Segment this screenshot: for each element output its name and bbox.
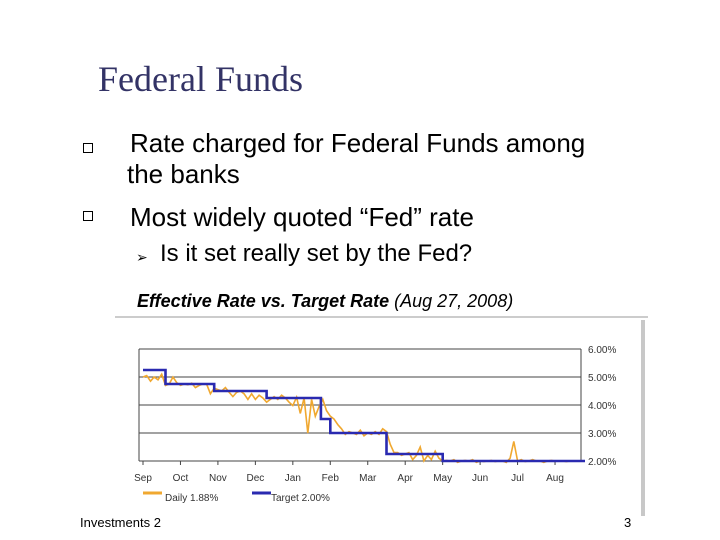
y-tick-label: 3.00% bbox=[588, 429, 616, 440]
y-tick-label: 2.00% bbox=[588, 457, 616, 468]
page-number: 3 bbox=[624, 515, 632, 530]
chart-caption: Effective Rate vs. Target Rate (Aug 27, … bbox=[137, 291, 513, 312]
x-tick-label: Apr bbox=[397, 473, 413, 484]
x-tick-label: May bbox=[433, 473, 452, 484]
bullet-square-icon bbox=[83, 211, 93, 221]
x-tick-label: Dec bbox=[246, 473, 264, 484]
bullet-1-line-2: the banks bbox=[127, 159, 240, 189]
y-tick-label: 4.00% bbox=[588, 401, 616, 412]
x-tick-label: Jun bbox=[472, 473, 488, 484]
x-tick-label: Sep bbox=[134, 473, 152, 484]
footer-course: Investments 2 bbox=[80, 515, 161, 530]
chart-frame-shadow bbox=[641, 320, 645, 516]
y-tick-label: 6.00% bbox=[588, 345, 616, 356]
x-tick-label: Oct bbox=[173, 473, 189, 484]
arrow-bullet-icon: ➢ bbox=[136, 250, 148, 266]
chart-caption-bold: Effective Rate vs. Target Rate bbox=[137, 291, 390, 311]
bullet-square-icon bbox=[83, 143, 93, 153]
legend-daily-label: Daily 1.88% bbox=[165, 493, 218, 504]
x-tick-label: Feb bbox=[322, 473, 340, 484]
daily-rate-line bbox=[142, 372, 585, 464]
x-tick-label: Jan bbox=[285, 473, 301, 484]
x-tick-label: Mar bbox=[359, 473, 377, 484]
chart-caption-date: (Aug 27, 2008) bbox=[389, 291, 514, 311]
x-tick-label: Aug bbox=[546, 473, 564, 484]
x-tick-label: Nov bbox=[209, 473, 227, 484]
sub-bullet: Is it set really set by the Fed? bbox=[160, 240, 473, 267]
legend-target-label: Target 2.00% bbox=[271, 493, 330, 504]
y-tick-label: 5.00% bbox=[588, 373, 616, 384]
x-tick-label: Jul bbox=[511, 473, 524, 484]
target-rate-line bbox=[143, 368, 585, 463]
bullet-1-line-1: Rate charged for Federal Funds among bbox=[130, 128, 586, 158]
slide-title: Federal Funds bbox=[98, 59, 303, 99]
bullet-2-line-1: Most widely quoted “Fed” rate bbox=[130, 202, 474, 232]
